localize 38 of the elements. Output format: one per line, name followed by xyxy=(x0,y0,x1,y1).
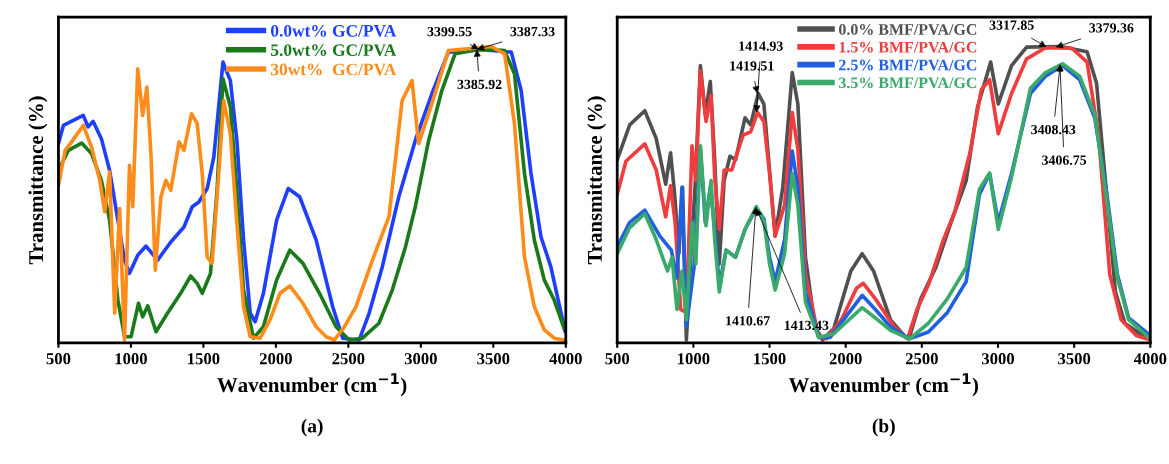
legend-label: 0.0wt% GC/PVA xyxy=(271,24,397,37)
x-tick-label: 500 xyxy=(46,353,71,365)
x-axis-title: Wavenumber (cm$^{−1}$) xyxy=(788,373,978,397)
annotation: 3385.92 xyxy=(457,79,502,90)
x-axis-title: Wavenumber (cm$^{−1}$) xyxy=(217,373,407,397)
legend-label: 30wt% GC/PVA xyxy=(271,63,397,76)
x-tick-label: 4000 xyxy=(549,353,582,365)
annotation: 1414.93 xyxy=(739,41,783,51)
text: (a) xyxy=(301,418,323,437)
legend-label: 3.5% BMF/PVA/GC xyxy=(839,77,977,89)
x-tick-label: 3500 xyxy=(477,353,510,365)
legend-label: 0.0% BMF/PVA/GC xyxy=(839,24,977,35)
text: (b) xyxy=(872,418,895,437)
x-tick-label: 1000 xyxy=(115,353,147,365)
x-tick-label: 4000 xyxy=(1133,353,1167,365)
x-tick-label: 2500 xyxy=(905,353,938,365)
annotation: 1410.67 xyxy=(726,316,770,326)
annotation: 3317.85 xyxy=(989,20,1034,30)
y-axis-title: Transmittance (%) xyxy=(28,96,48,265)
x-tick-label: 1000 xyxy=(678,353,710,365)
x-tick-label: 2500 xyxy=(332,353,365,365)
annotation: 3406.75 xyxy=(1042,155,1087,165)
legend-label: 1.5% BMF/PVA/GC xyxy=(839,41,977,53)
annotation: 3387.33 xyxy=(510,26,555,37)
legend-label: 2.5% BMF/PVA/GC xyxy=(839,59,977,71)
x-tick-label: 500 xyxy=(605,353,630,365)
x-tick-label: 1500 xyxy=(754,353,786,365)
x-tick-label: 2000 xyxy=(829,353,862,365)
x-tick-label: 2000 xyxy=(259,353,292,365)
x-tick-label: 1500 xyxy=(188,353,220,365)
annotation: 3408.43 xyxy=(1031,124,1076,135)
x-tick-label: 3500 xyxy=(1058,353,1091,365)
x-tick-label: 3000 xyxy=(981,353,1015,365)
y-axis-title: Transmittance (%) xyxy=(587,96,607,265)
x-tick-label: 3000 xyxy=(404,353,437,365)
legend-label: 5.0wt% GC/PVA xyxy=(271,44,397,57)
annotation: 3379.36 xyxy=(1089,23,1134,33)
annotation: 3399.55 xyxy=(427,26,472,37)
